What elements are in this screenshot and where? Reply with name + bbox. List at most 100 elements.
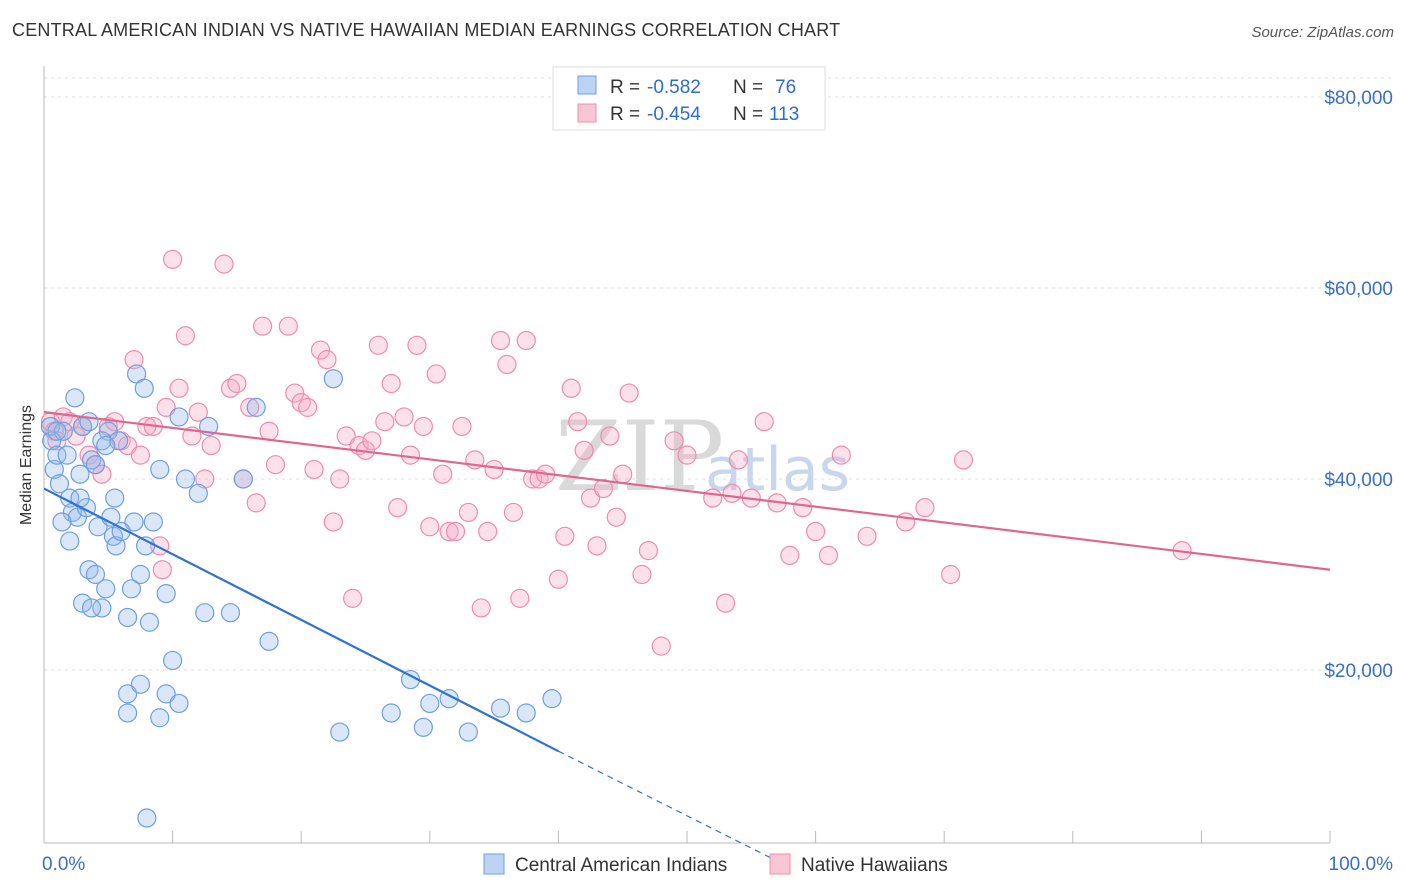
point-native-hawaiian-5	[66, 426, 86, 446]
point-native-hawaiian-107	[896, 512, 916, 532]
point-native-hawaiian-89	[619, 383, 639, 403]
point-native-hawaiian-60	[426, 364, 446, 384]
point-native-hawaiian-42	[310, 340, 331, 360]
point-central-american-indian-64	[420, 693, 440, 714]
point-native-hawaiian-75	[523, 469, 543, 489]
point-central-american-indian-22	[85, 564, 106, 585]
point-central-american-indian-59	[137, 808, 157, 828]
series-central-american-indians	[40, 364, 562, 828]
point-native-hawaiian-51	[368, 335, 388, 355]
point-central-american-indian-61	[381, 703, 401, 723]
point-central-american-indian-73	[81, 598, 102, 618]
y-axis-label: Median Earnings	[18, 405, 35, 525]
point-central-american-indian-29	[106, 536, 126, 556]
point-central-american-indian-46	[195, 603, 215, 623]
y-tick-labels: $20,000 $40,000 $60,000 $80,000	[1324, 88, 1393, 682]
point-native-hawaiian-95	[703, 488, 723, 508]
point-native-hawaiian-80	[561, 378, 581, 398]
point-central-american-indian-2	[44, 459, 64, 480]
point-central-american-indian-69	[542, 689, 562, 709]
point-native-hawaiian-68	[478, 521, 498, 542]
point-central-american-indian-31	[117, 607, 138, 628]
legend-n-label-2: N =	[733, 104, 763, 125]
point-central-american-indian-48	[220, 603, 241, 623]
point-native-hawaiian-38	[285, 383, 305, 403]
x-tick-labels: 0.0% 100.0%	[42, 854, 1393, 875]
point-central-american-indian-19	[60, 531, 80, 551]
point-native-hawaiian-81	[568, 412, 588, 432]
point-native-hawaiian-40	[298, 397, 318, 417]
point-central-american-indian-35	[130, 564, 151, 585]
point-native-hawaiian-83	[580, 488, 601, 508]
legend-n-value-2: 113	[769, 104, 799, 125]
point-central-american-indian-25	[98, 421, 118, 441]
trend-lines	[43, 411, 1331, 862]
point-native-hawaiian-64	[452, 416, 472, 437]
point-native-hawaiian-4	[60, 412, 80, 432]
point-native-hawaiian-103	[805, 521, 826, 542]
point-native-hawaiian-45	[330, 469, 350, 489]
point-central-american-indian-5	[53, 421, 73, 441]
bottom-legend: Central American Indians Native Hawaiian…	[483, 853, 948, 876]
point-native-hawaiian-86	[600, 426, 620, 446]
point-central-american-indian-75	[47, 421, 67, 441]
point-native-hawaiian-72	[503, 502, 523, 523]
point-native-hawaiian-34	[253, 316, 273, 336]
point-native-hawaiian-74	[516, 330, 536, 351]
point-central-american-indian-23	[92, 598, 112, 618]
point-central-american-indian-71	[96, 435, 116, 456]
point-central-american-indian-67	[490, 698, 511, 718]
point-native-hawaiian-43	[317, 350, 337, 370]
point-native-hawaiian-101	[780, 545, 800, 566]
point-native-hawaiian-19	[152, 560, 172, 580]
point-central-american-indian-63	[413, 717, 433, 737]
point-native-hawaiian-63	[445, 521, 466, 542]
point-central-american-indian-50	[246, 397, 266, 417]
point-native-hawaiian-27	[201, 435, 221, 456]
gridlines	[44, 77, 1392, 671]
source-label: Source: ZipAtlas.com	[1251, 24, 1394, 41]
point-central-american-indian-52	[323, 369, 343, 389]
point-native-hawaiian-25	[188, 402, 208, 422]
legend-r-value-2: -0.454	[647, 104, 701, 125]
point-native-hawaiian-91	[638, 541, 659, 561]
point-native-hawaiian-52	[375, 412, 395, 432]
point-central-american-indian-60	[330, 722, 350, 742]
point-native-hawaiian-85	[593, 478, 614, 499]
point-central-american-indian-53	[117, 703, 138, 723]
point-central-american-indian-16	[85, 455, 106, 475]
point-central-american-indian-11	[70, 464, 90, 484]
point-native-hawaiian-23	[175, 326, 196, 346]
point-native-hawaiian-55	[394, 407, 414, 427]
legend-swatch-pink	[577, 103, 597, 123]
legend-n-value-1: 76	[775, 77, 796, 98]
point-central-american-indian-36	[134, 378, 154, 398]
trend-line-native-hawaiians	[43, 411, 1331, 571]
point-central-american-indian-54	[117, 684, 138, 704]
point-native-hawaiian-54	[388, 498, 408, 518]
point-native-hawaiian-79	[555, 526, 575, 546]
bottom-legend-swatch-pink	[769, 853, 791, 875]
point-native-hawaiian-88	[613, 464, 633, 484]
x-tick-label-0: 0.0%	[42, 854, 85, 875]
point-native-hawaiian-58	[413, 416, 433, 437]
stats-legend: R = -0.582 N = 76 R = -0.454 N = 113	[552, 66, 826, 131]
point-central-american-indian-41	[156, 583, 176, 604]
point-central-american-indian-17	[88, 517, 108, 537]
point-native-hawaiian-97	[728, 450, 749, 470]
point-native-hawaiian-110	[953, 450, 974, 470]
point-native-hawaiian-102	[793, 498, 813, 518]
point-native-hawaiian-47	[343, 588, 363, 608]
point-central-american-indian-9	[65, 388, 85, 408]
point-native-hawaiian-46	[336, 426, 356, 446]
chart-title: CENTRAL AMERICAN INDIAN VS NATIVE HAWAII…	[12, 20, 841, 40]
point-native-hawaiian-35	[259, 421, 279, 441]
point-central-american-indian-40	[150, 459, 170, 480]
point-central-american-indian-38	[139, 612, 160, 632]
point-central-american-indian-30	[108, 431, 129, 451]
point-native-hawaiian-105	[831, 445, 851, 465]
point-central-american-indian-42	[163, 650, 183, 671]
point-central-american-indian-45	[188, 483, 208, 503]
point-native-hawaiian-71	[497, 354, 517, 374]
point-central-american-indian-55	[130, 674, 151, 694]
